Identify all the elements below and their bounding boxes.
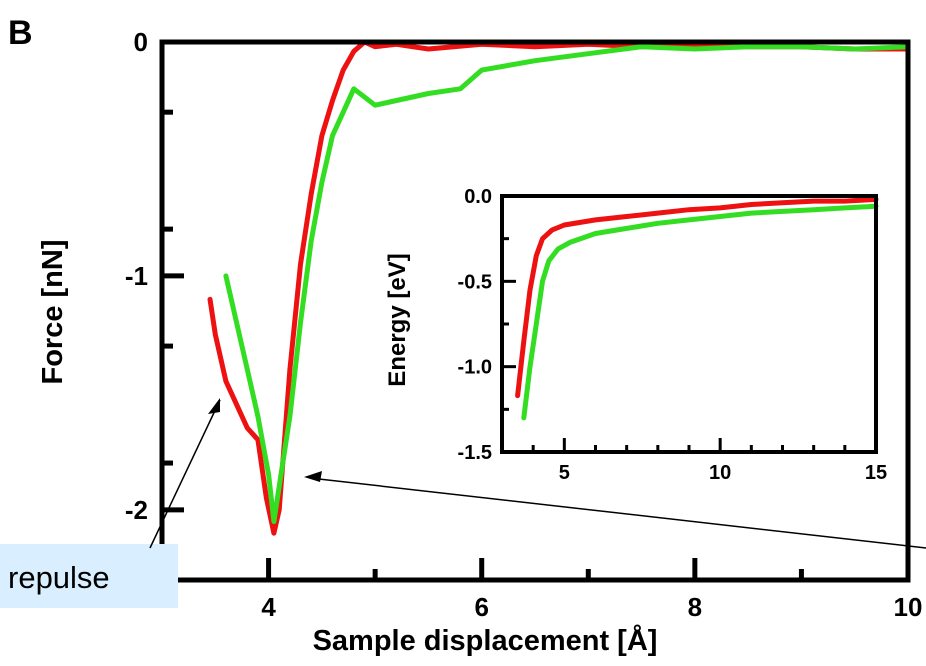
- inset-chart: 5 10 15 0.0 -0.5 -1.0 -1.5 Energy [eV]: [384, 186, 887, 484]
- repulse-callout: repulse: [0, 544, 178, 608]
- inset-y-axis-label: Energy [eV]: [384, 253, 411, 386]
- chart0-y-tick-label: -1: [125, 261, 148, 291]
- main-axes: 4 6 8 10 0 -1 -2: [125, 27, 923, 622]
- chart0-x-tick-label: 6: [474, 592, 488, 622]
- chart0-series-2-line: [223, 44, 911, 524]
- chart1-y-tick-label: -1.0: [458, 357, 492, 379]
- minimum-arrow-head: [304, 471, 322, 482]
- chart1-y-tick-label: -1.5: [458, 442, 492, 464]
- chart0-x-tick-label: 8: [688, 592, 702, 622]
- inset-background: [502, 196, 876, 452]
- chart1-x-tick-label: 5: [559, 462, 570, 484]
- main-chart: 4 6 8 10 0 -1 -2 Sample displacement [Å] Force…: [37, 27, 922, 657]
- main-x-axis-label: Sample displacement [Å]: [313, 624, 658, 657]
- panel-label: B: [8, 14, 33, 52]
- callout-box: [0, 544, 178, 608]
- chart0-y-tick-label: 0: [134, 27, 148, 57]
- repulse-arrow-line: [149, 399, 221, 549]
- chart1-y-tick-label: -0.5: [458, 271, 492, 293]
- minimum-arrow-line: [309, 477, 926, 549]
- chart1-y-tick-label: 0.0: [464, 186, 492, 208]
- annotation-arrows: [149, 398, 926, 549]
- chart0-x-tick-label: 10: [894, 592, 923, 622]
- repulse-arrow-head: [208, 398, 220, 414]
- main-y-axis-label: Force [nN]: [37, 240, 69, 385]
- chart1-series-2-line: [521, 203, 879, 421]
- chart1-series-1-line: [515, 196, 879, 399]
- main-series-lines: [207, 39, 911, 536]
- main-plot-frame: [159, 39, 911, 583]
- chart0-x-tick-label: 4: [261, 592, 276, 622]
- chart0-y-tick-label: -2: [125, 495, 148, 525]
- callout-text: repulse: [8, 560, 110, 595]
- chart1-x-tick-label: 15: [865, 462, 887, 484]
- inset-series-lines: [515, 196, 879, 421]
- chart1-x-tick-label: 10: [709, 462, 731, 484]
- inset-axes: 5 10 15 0.0 -0.5 -1.0 -1.5: [458, 186, 888, 484]
